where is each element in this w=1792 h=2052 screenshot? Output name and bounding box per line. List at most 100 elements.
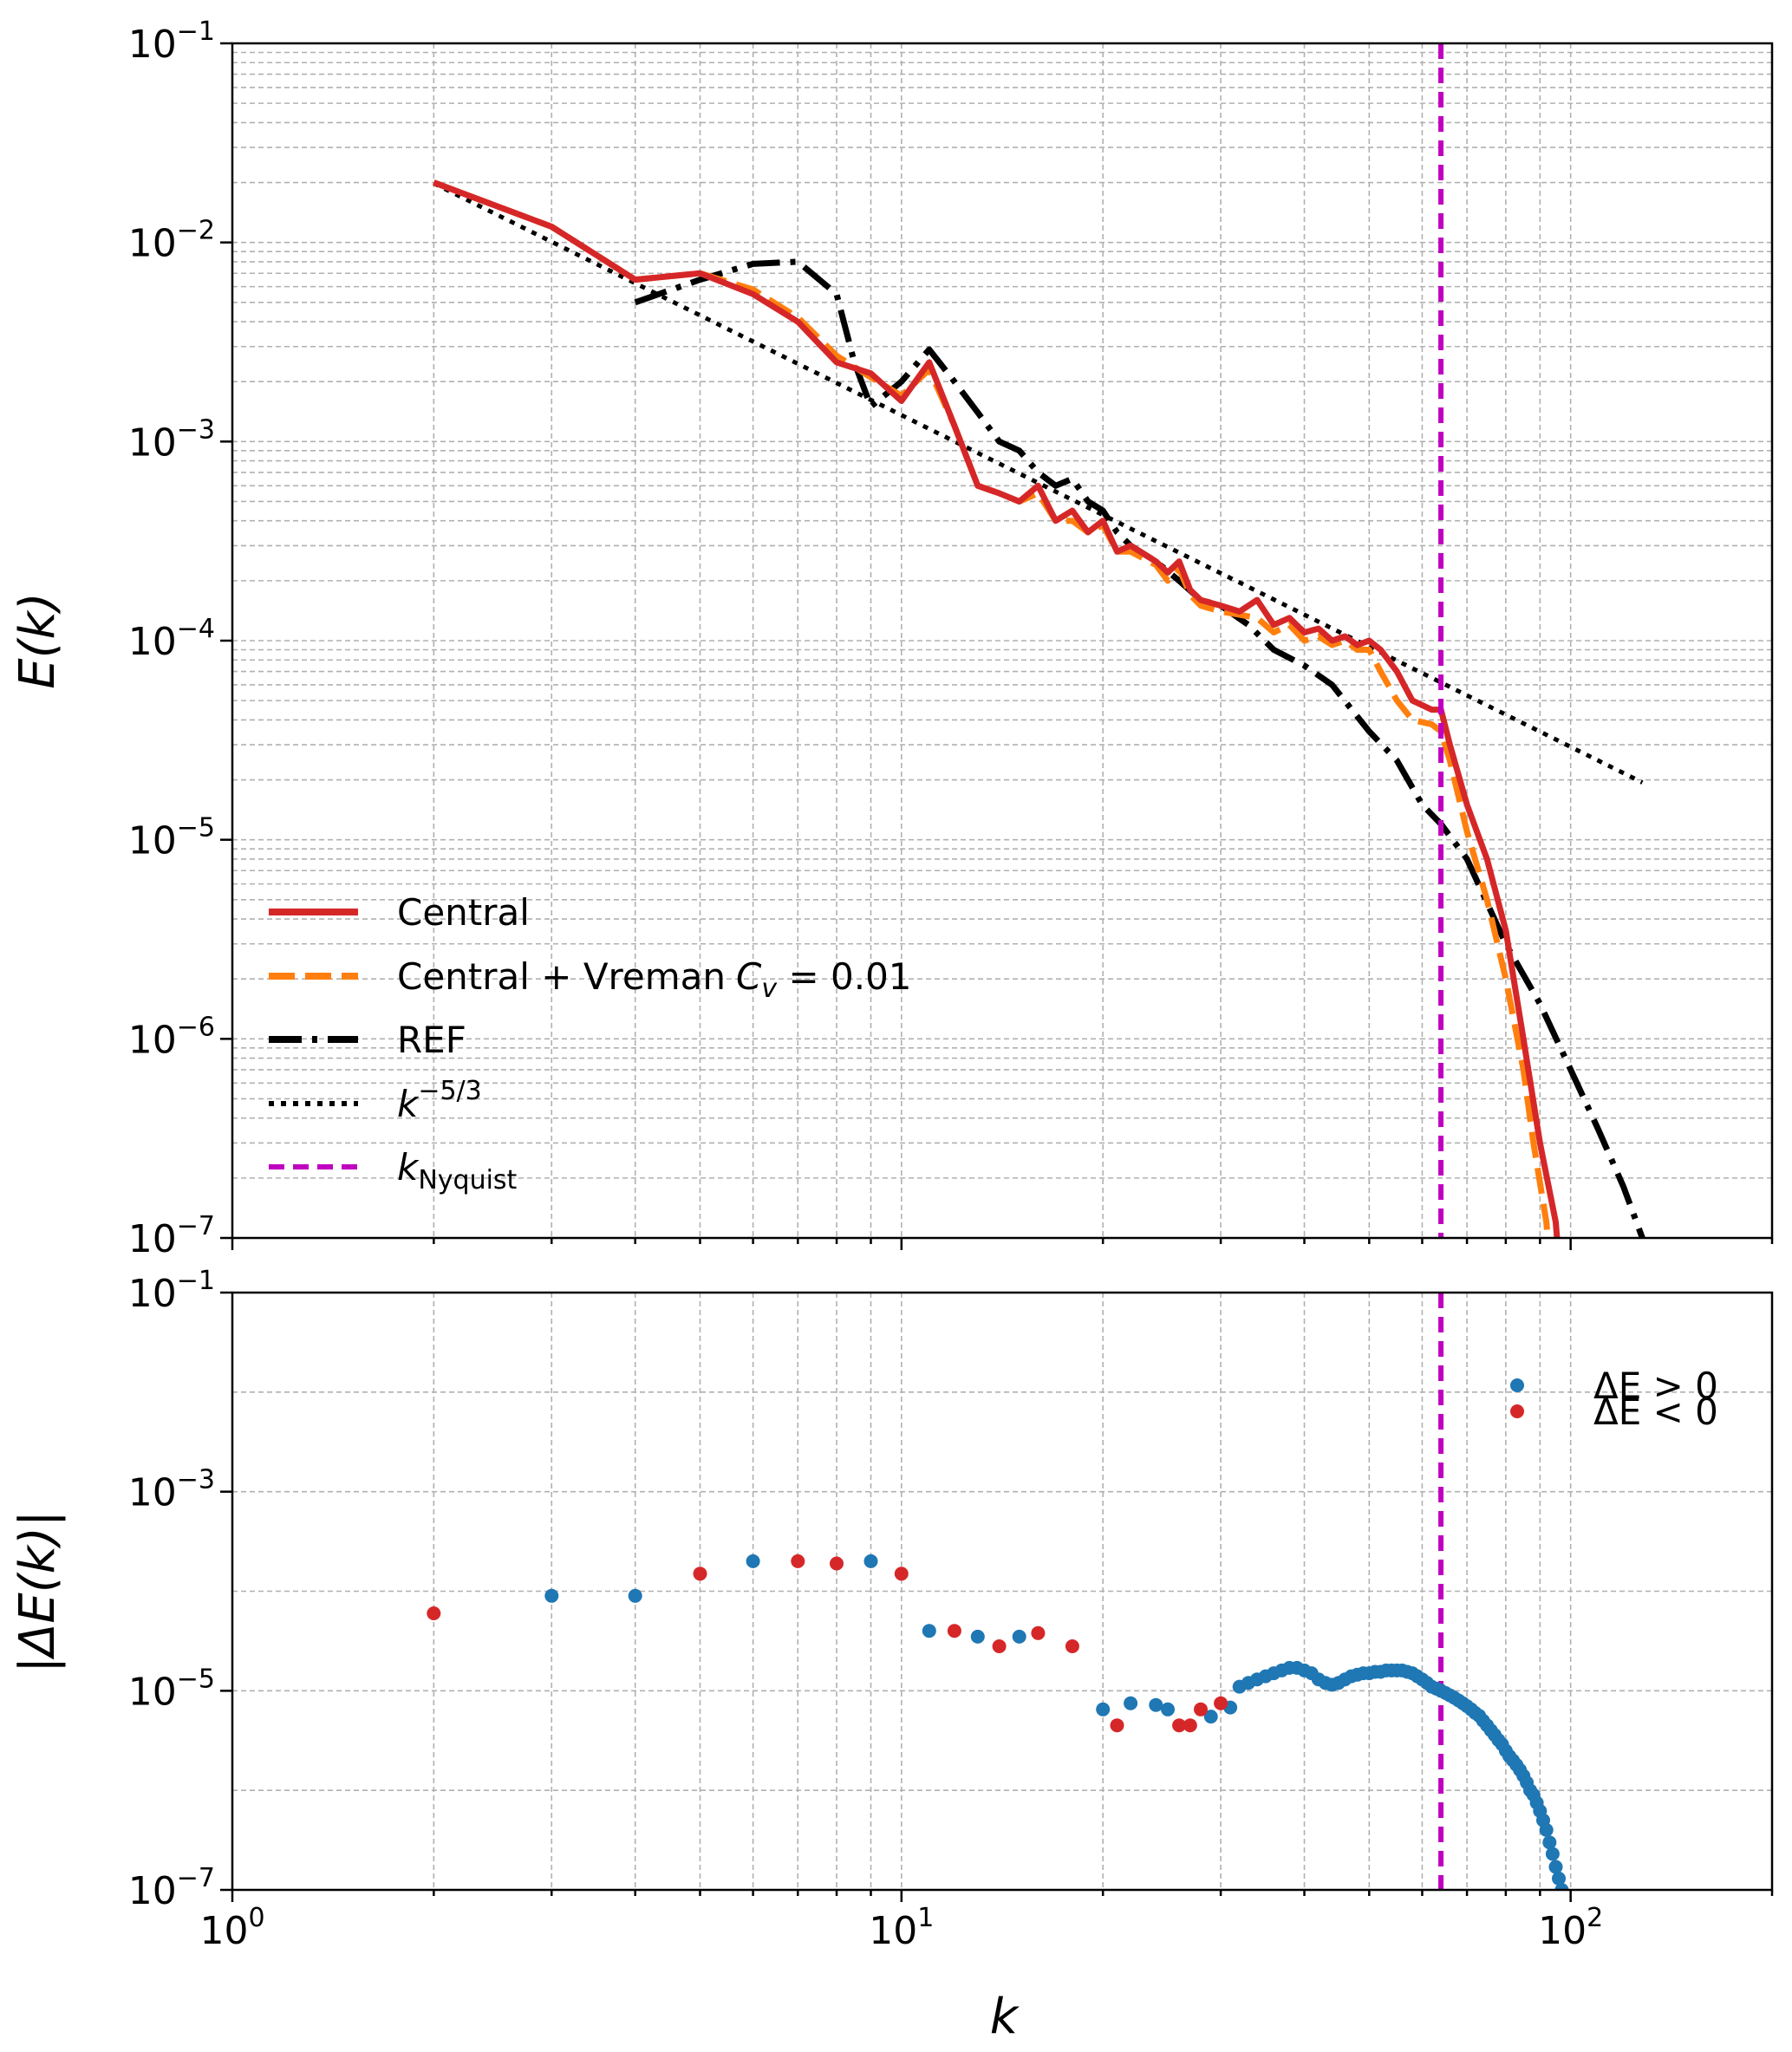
positive-point: [1548, 1860, 1563, 1874]
positive-point: [1545, 1847, 1560, 1861]
top-ytick-label: 10−7: [128, 1211, 215, 1261]
positive-point: [746, 1554, 760, 1568]
bottom-xlabel: k: [990, 1989, 1020, 2045]
negative-point: [1110, 1718, 1124, 1733]
positive-point: [544, 1588, 559, 1603]
legend-label-nyquist-k: k: [397, 1146, 420, 1189]
bottom-ylabel: |ΔE(k)|: [10, 1510, 66, 1673]
negative-point: [992, 1639, 1007, 1653]
legend-label-ref: REF: [397, 1019, 466, 1061]
bottom-legend: ΔE > 0 ΔE < 0: [1510, 1365, 1718, 1433]
legend-label-k53-k: k: [397, 1083, 420, 1125]
top-grid: [232, 43, 1773, 1238]
positive-point: [1096, 1702, 1111, 1717]
top-ytick-label-exp: −2: [177, 216, 215, 246]
top-ytick-label-exp: −5: [177, 813, 215, 844]
energy-spectrum-panel: 10−710−610−510−410−310−210−1 E(k) Centra…: [10, 16, 1774, 1261]
top-ytick-label-base: 10: [128, 1217, 177, 1261]
positive-point: [628, 1588, 642, 1603]
bottom-ytick-label: 10−7: [128, 1863, 215, 1913]
negative-point: [1214, 1696, 1228, 1710]
positive-point: [1161, 1702, 1175, 1717]
positive-point: [1149, 1697, 1163, 1712]
bottom-ytick-label-base: 10: [128, 1471, 177, 1515]
bottom-ytick-label-base: 10: [128, 1869, 177, 1913]
top-ytick-label: 10−5: [128, 813, 215, 863]
positive-point: [1012, 1629, 1026, 1644]
legend-marker-positive: [1510, 1378, 1524, 1392]
bottom-ytick-label-exp: −5: [177, 1664, 215, 1694]
top-axis-ticks: 10−710−610−510−410−310−210−1: [128, 16, 1774, 1261]
negative-point: [791, 1554, 805, 1568]
bottom-ytick-label-base: 10: [128, 1670, 177, 1714]
legend-label-vreman-suffix: = 0.01: [777, 955, 911, 998]
positive-point: [1552, 1871, 1566, 1886]
top-plot-lines: [433, 43, 1645, 1238]
bottom-xtick-label: 102: [1538, 1903, 1603, 1953]
negative-point: [693, 1567, 707, 1581]
negative-point: [1183, 1718, 1197, 1733]
bottom-ytick-label: 10−5: [128, 1664, 215, 1714]
positive-point: [1554, 1883, 1569, 1890]
positive-point: [1539, 1822, 1554, 1837]
bottom-ytick-label-exp: −1: [177, 1266, 215, 1296]
top-ytick-label: 10−3: [128, 414, 215, 465]
bottom-plot-points: [427, 1293, 1569, 1890]
legend-marker-negative-visible: [1510, 1404, 1524, 1418]
bottom-xtick-label-base: 10: [199, 1909, 248, 1953]
top-ytick-label: 10−1: [128, 16, 215, 67]
bottom-xtick-label-exp: 2: [1587, 1903, 1603, 1933]
bottom-ytick-label: 10−3: [128, 1465, 215, 1515]
top-ylabel: E(k): [10, 592, 66, 689]
positive-point: [863, 1554, 878, 1568]
top-ytick-label-exp: −7: [177, 1211, 215, 1241]
legend-label-k53: k−5/3: [397, 1076, 482, 1125]
negative-point: [830, 1556, 844, 1571]
legend-label-central: Central: [397, 891, 530, 934]
negative-point: [894, 1567, 909, 1581]
legend-label-vreman-text: Central + Vreman: [397, 955, 726, 998]
positive-point: [1542, 1835, 1557, 1850]
top-ytick-label: 10−4: [128, 614, 215, 664]
positive-point: [1124, 1696, 1138, 1710]
bottom-xtick-label-base: 10: [869, 1909, 917, 1953]
negative-point: [427, 1606, 441, 1620]
bottom-plot-frame: [231, 1291, 1774, 1892]
negative-point: [1194, 1702, 1208, 1717]
top-ytick-label-base: 10: [128, 420, 177, 465]
positive-point: [970, 1629, 985, 1644]
bottom-grid: [232, 1293, 1773, 1890]
top-ytick-label-base: 10: [128, 1018, 177, 1062]
top-ytick-label-exp: −3: [177, 414, 215, 445]
top-ytick-label-base: 10: [128, 222, 177, 266]
bottom-xtick-label: 100: [199, 1903, 264, 1953]
top-ytick-label-exp: −1: [177, 16, 215, 47]
top-ytick-label-base: 10: [128, 23, 177, 67]
negative-point: [1031, 1625, 1046, 1640]
top-ytick-label: 10−6: [128, 1012, 215, 1062]
legend-label-k53-exp: −5/3: [418, 1076, 481, 1106]
legend-label-positive: ΔE > 0: [1593, 1365, 1718, 1407]
legend-label-vreman: Central + Vreman Cv = 0.01: [397, 955, 912, 1004]
top-ytick-label-base: 10: [128, 819, 177, 863]
positive-point: [1203, 1710, 1218, 1724]
negative-point: [947, 1624, 961, 1638]
top-ytick-label-base: 10: [128, 620, 177, 664]
bottom-ytick-label-exp: −3: [177, 1465, 215, 1495]
bottom-xtick-label-base: 10: [1538, 1909, 1587, 1953]
legend-label-negative: ΔE < 0: [1593, 1391, 1718, 1433]
negative-point: [1172, 1718, 1187, 1733]
top-legend: Central Central + Vreman Cv = 0.01 REF k−…: [269, 891, 912, 1195]
legend-label-nyquist-sub: Nyquist: [418, 1165, 517, 1195]
bottom-xtick-label-exp: 1: [917, 1903, 934, 1933]
top-ytick-label-exp: −6: [177, 1012, 215, 1042]
top-ytick-label-exp: −4: [177, 614, 215, 644]
bottom-ytick-label: 10−1: [128, 1266, 215, 1316]
legend-label-vreman-c: C: [736, 955, 762, 998]
bottom-ytick-label-exp: −7: [177, 1863, 215, 1893]
legend-label-vreman-sub: v: [761, 974, 778, 1004]
